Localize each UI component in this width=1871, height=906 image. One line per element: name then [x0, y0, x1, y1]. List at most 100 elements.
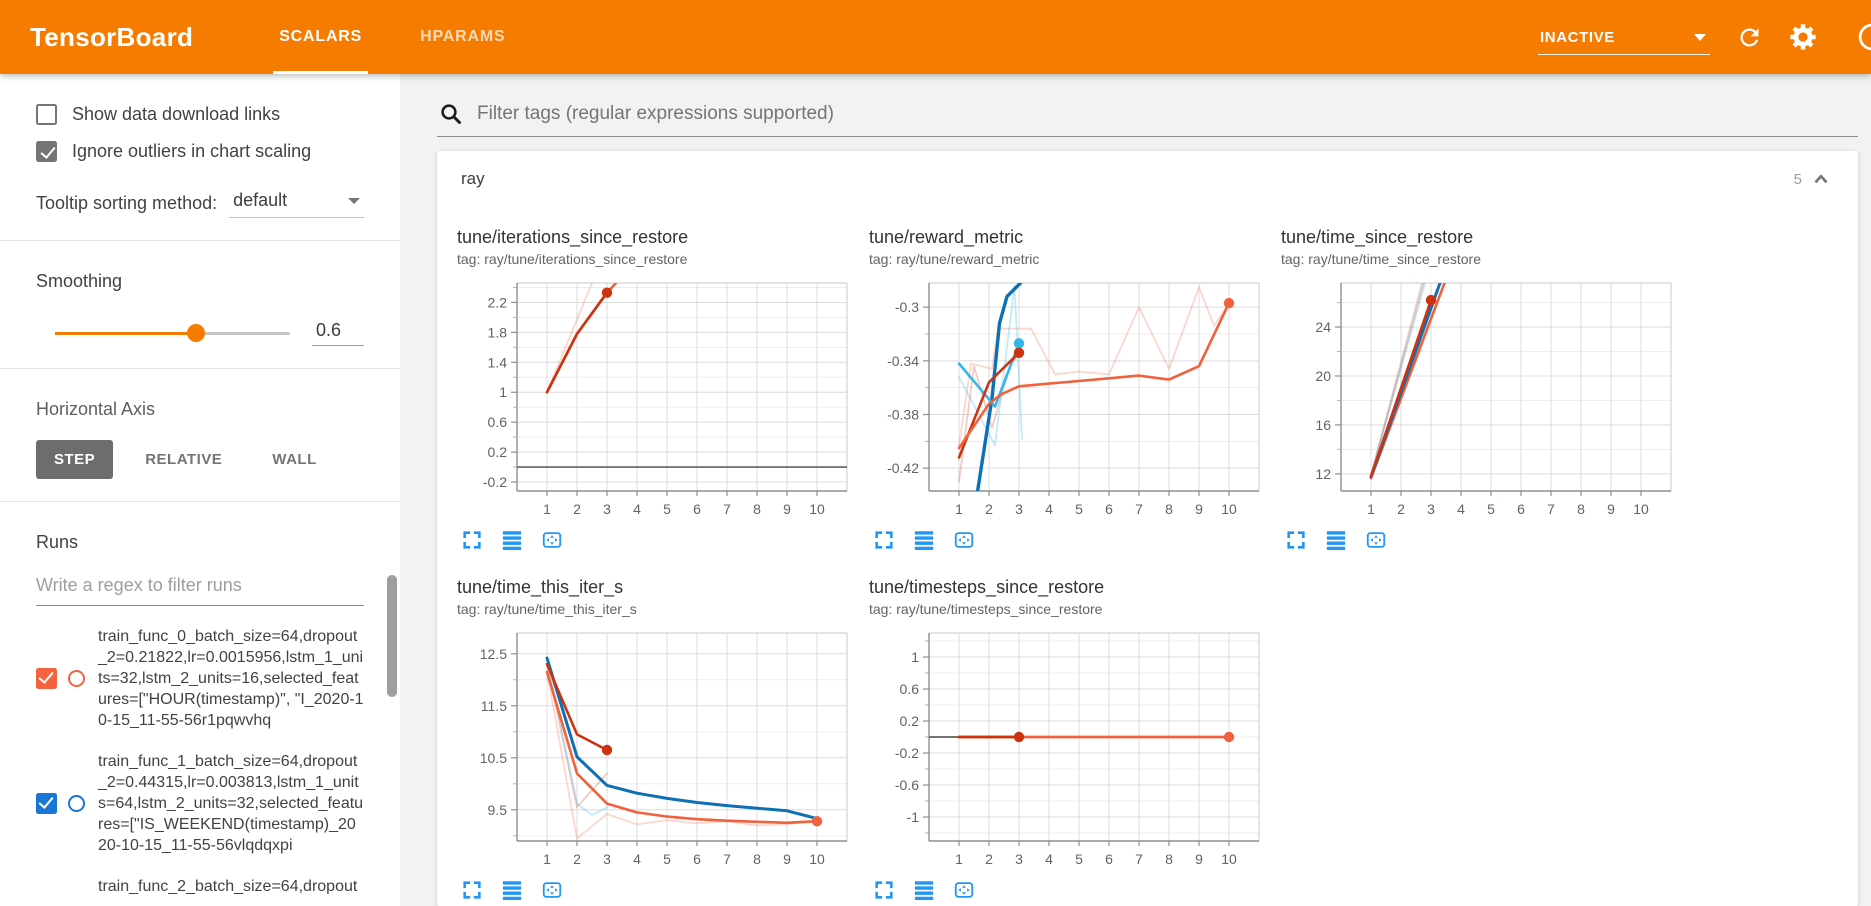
run-name[interactable]: train_func_0_batch_size=64,dropout_2=0.2…	[98, 628, 364, 729]
data-table-icon[interactable]	[501, 879, 523, 901]
axis-relative-button[interactable]: RELATIVE	[145, 451, 223, 468]
series-train_func_1_raw	[1370, 283, 1426, 477]
help-icon[interactable]	[1857, 22, 1871, 52]
chart-actions	[867, 873, 1269, 901]
run-checkbox[interactable]	[36, 668, 57, 689]
run-checkbox[interactable]	[36, 793, 57, 814]
header-actions: INACTIVE	[1538, 0, 1871, 74]
svg-text:10: 10	[1221, 501, 1237, 517]
series-train_func_0	[545, 283, 618, 394]
svg-text:-0.2: -0.2	[483, 474, 507, 490]
chart-plot[interactable]: 1 0.6 0.2 -0.2 -0.6 -1 1 2 3 4 5 6 7 8 9 10	[867, 623, 1267, 873]
svg-text:9: 9	[783, 851, 791, 867]
svg-text:1: 1	[543, 501, 551, 517]
app-header: TensorBoard SCALARS HPARAMS INACTIVE	[0, 0, 1871, 74]
svg-text:-1: -1	[907, 809, 920, 825]
fullscreen-icon[interactable]	[873, 529, 895, 551]
fullscreen-icon[interactable]	[873, 879, 895, 901]
chart-plot[interactable]: -0.3 -0.34 -0.38 -0.42 1 2 3 4 5 6 7 8 9 10	[867, 273, 1267, 523]
svg-text:6: 6	[693, 851, 701, 867]
axis-wall-button[interactable]: WALL	[272, 451, 317, 468]
ray-section-header[interactable]: ray 5	[437, 151, 1858, 205]
fit-domain-icon[interactable]	[953, 529, 975, 551]
tab-scalars[interactable]: SCALARS	[273, 0, 369, 74]
tab-hparams[interactable]: HPARAMS	[420, 28, 506, 45]
svg-text:-0.3: -0.3	[895, 299, 919, 315]
fit-domain-icon[interactable]	[1365, 529, 1387, 551]
ignore-outliers-checkbox[interactable]	[36, 141, 57, 162]
fullscreen-icon[interactable]	[461, 879, 483, 901]
settings-gear-icon[interactable]	[1789, 23, 1817, 51]
svg-text:3: 3	[1015, 501, 1023, 517]
svg-text:4: 4	[1045, 851, 1053, 867]
ignore-outliers-label: Ignore outliers in chart scaling	[72, 141, 312, 161]
data-table-icon[interactable]	[913, 529, 935, 551]
run-name[interactable]: train_func_1_batch_size=64,dropout_2=0.4…	[98, 753, 364, 854]
fit-domain-icon[interactable]	[953, 879, 975, 901]
chart-actions	[1279, 523, 1681, 551]
run-radio-circle[interactable]	[68, 795, 85, 812]
status-dropdown[interactable]: INACTIVE	[1538, 29, 1710, 55]
runs-label: Runs	[36, 532, 79, 552]
show-download-links-label: Show data download links	[72, 104, 281, 124]
ignore-outliers-row[interactable]: Ignore outliers in chart scaling	[36, 141, 364, 162]
chart-plot[interactable]: 2.2 1.8 1.4 1 0.6 0.2 -0.2 1 2 3 4 5 6 7 8 9 10	[455, 273, 855, 523]
series-train_func_0	[545, 670, 819, 825]
series-train_func_red	[1369, 298, 1433, 478]
svg-text:6: 6	[693, 501, 701, 517]
svg-text:9: 9	[1195, 501, 1203, 517]
smoothing-slider-row: 0.6	[55, 320, 364, 346]
tag-filter-row	[437, 102, 1858, 137]
series-train_func_red	[545, 662, 609, 752]
run-name[interactable]: train_func_2_batch_size=64,dropout_2=	[98, 878, 358, 894]
smoothing-label: Smoothing	[36, 271, 123, 291]
show-download-links-checkbox[interactable]	[36, 104, 57, 125]
fullscreen-icon[interactable]	[461, 529, 483, 551]
svg-text:12.5: 12.5	[480, 646, 507, 662]
smoothing-slider-thumb[interactable]	[187, 324, 205, 342]
chart-card: tune/iterations_since_restore tag: ray/tu…	[455, 227, 857, 551]
section-chart-count: 5	[1793, 170, 1802, 188]
sidebar-scrollbar[interactable]	[387, 575, 397, 697]
refresh-icon[interactable]	[1736, 24, 1763, 51]
show-download-links-row[interactable]: Show data download links	[36, 104, 364, 125]
general-options-section: Show data download links Ignore outliers…	[0, 74, 400, 240]
collapse-chevron-up-icon[interactable]	[1810, 168, 1832, 190]
fullscreen-icon[interactable]	[1285, 529, 1307, 551]
chart-title: tune/timesteps_since_restore	[869, 577, 1105, 597]
svg-text:8: 8	[753, 501, 761, 517]
series-endpoint-dot	[1223, 731, 1235, 743]
tag-filter-input[interactable]	[475, 102, 1856, 126]
smoothing-section: Smoothing 0.6	[0, 240, 400, 368]
data-table-icon[interactable]	[913, 879, 935, 901]
ray-section-card: ray 5 tune/iterations_since_restore tag: …	[437, 151, 1858, 906]
svg-text:20: 20	[1315, 368, 1331, 384]
charts-grid: tune/iterations_since_restore tag: ray/tu…	[437, 205, 1858, 906]
smoothing-value[interactable]: 0.6	[312, 320, 364, 346]
svg-text:10.5: 10.5	[480, 750, 507, 766]
svg-text:16: 16	[1315, 417, 1331, 433]
data-table-icon[interactable]	[1325, 529, 1347, 551]
fit-domain-icon[interactable]	[541, 879, 563, 901]
data-table-icon[interactable]	[501, 529, 523, 551]
series-faint_run	[1370, 283, 1425, 477]
axis-step-button[interactable]: STEP	[36, 440, 114, 479]
chart-card: tune/time_this_iter_s tag: ray/tune/time_…	[455, 577, 857, 901]
chart-plot[interactable]: 12.5 11.5 10.5 9.5 1 2 3 4 5 6 7 8 9 10	[455, 623, 855, 873]
chart-actions	[455, 523, 857, 551]
svg-text:2: 2	[573, 501, 581, 517]
app-title: TensorBoard	[30, 21, 194, 52]
svg-text:9.5: 9.5	[488, 802, 508, 818]
svg-text:8: 8	[1165, 501, 1173, 517]
runs-filter-input[interactable]	[36, 567, 364, 606]
chart-tag: tag: ray/tune/time_since_restore	[1281, 251, 1481, 267]
run-radio-circle[interactable]	[68, 670, 85, 687]
chart-title: tune/time_since_restore	[1281, 227, 1474, 247]
smoothing-slider[interactable]	[55, 324, 290, 342]
tooltip-sorting-row: Tooltip sorting method: default	[36, 188, 364, 218]
svg-text:4: 4	[633, 501, 641, 517]
svg-text:1: 1	[1367, 501, 1375, 517]
tooltip-sorting-dropdown[interactable]: default	[229, 188, 364, 218]
fit-domain-icon[interactable]	[541, 529, 563, 551]
